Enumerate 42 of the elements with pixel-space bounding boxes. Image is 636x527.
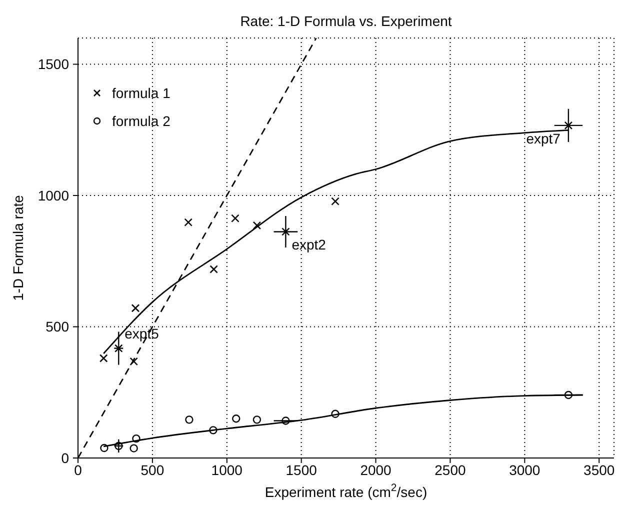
legend-label: formula 1	[112, 85, 171, 101]
point	[130, 444, 138, 452]
annotation: expt2	[292, 236, 326, 253]
point	[282, 228, 290, 236]
y-tick-label: 1500	[38, 56, 70, 72]
y-tick-label: 1000	[38, 187, 70, 204]
y-tick-label: 0	[61, 450, 70, 466]
x-tick-label: 500	[140, 462, 164, 478]
point	[184, 218, 192, 226]
point	[564, 390, 573, 400]
annotation: expt5	[124, 325, 160, 342]
point	[331, 410, 340, 418]
x-tick-label: 1000	[211, 462, 243, 478]
y-axis-title: 1-D Formula rate	[10, 194, 26, 301]
x-tick-label: 2500	[434, 462, 466, 478]
annotation: expt7	[526, 130, 561, 146]
point	[252, 416, 262, 424]
point	[100, 444, 108, 452]
point	[99, 354, 108, 362]
x-tick-label: 2000	[360, 462, 392, 478]
x-tick-label: 3000	[509, 462, 540, 478]
point	[564, 121, 573, 130]
point	[130, 357, 138, 366]
point	[252, 221, 262, 230]
x-tick-label: 0	[74, 462, 82, 478]
point	[331, 197, 340, 206]
point	[232, 414, 240, 423]
point	[114, 344, 123, 352]
y-tick-label: 500	[46, 318, 70, 335]
legend-label: formula 2	[112, 113, 171, 129]
x-tick-label: 3500	[584, 462, 615, 478]
point	[185, 416, 194, 424]
point	[114, 442, 123, 450]
point	[282, 416, 290, 425]
chart-title: Rate: 1-D Formula vs. Experiment	[240, 13, 452, 29]
x-axis-title: Experiment rate (cm$^{2}$/sec)	[264, 482, 428, 500]
point	[209, 426, 218, 434]
point	[231, 214, 240, 222]
point	[210, 265, 218, 274]
x-tick-label: 1500	[286, 462, 318, 478]
point	[132, 434, 140, 443]
point	[131, 304, 140, 312]
